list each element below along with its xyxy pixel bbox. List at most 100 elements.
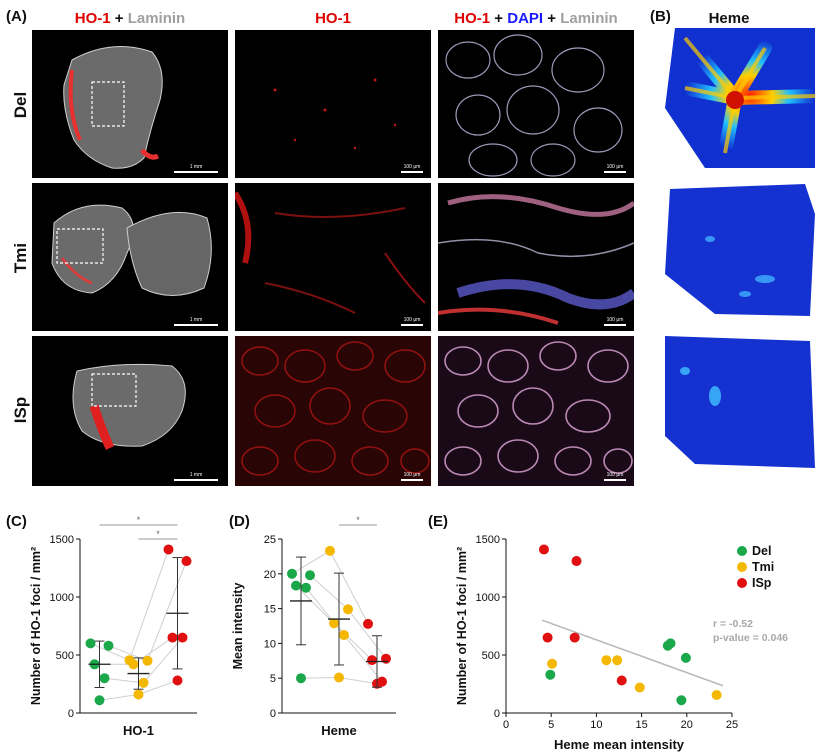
pair-line <box>147 560 187 661</box>
data-point-tmi <box>547 658 558 669</box>
merge-signal-tmi <box>438 194 634 325</box>
y-tick-label: 1000 <box>476 592 500 604</box>
scale-bar-label: 100 μm <box>606 472 624 478</box>
data-point-del <box>85 638 96 649</box>
micrograph-isp-merge: 100 μm <box>438 336 634 486</box>
data-point-tmi <box>329 618 339 629</box>
merge-signal-isp <box>444 341 633 476</box>
data-point-isp <box>616 675 627 686</box>
scale-bar: 100 μm <box>401 164 423 173</box>
ho1-signal-isp <box>241 341 430 476</box>
pair-line <box>295 585 335 624</box>
pair-line <box>90 642 130 661</box>
scale-bar: 100 μm <box>604 472 626 481</box>
heme-map-isp <box>665 336 815 468</box>
data-point-tmi <box>343 604 353 615</box>
micrograph-del-overview: 1 mm <box>32 30 228 178</box>
data-point-del <box>680 652 691 663</box>
header-segment: DAPI <box>507 10 544 27</box>
data-point-isp <box>367 655 377 666</box>
data-point-del <box>301 582 311 593</box>
y-tick-label: 1000 <box>50 592 74 604</box>
chart-c-ho1-foci: 0 500 1000 1500 * * HO-1 Number of HO-1 foci / … <box>29 515 197 738</box>
y-tick-label: 15 <box>264 604 276 616</box>
scale-bar-label: 100 μm <box>403 317 421 323</box>
column-header-ho1-laminin: HO-1 + Laminin <box>32 10 228 27</box>
header-segment: Laminin <box>127 10 186 27</box>
data-point-del <box>291 580 301 591</box>
legend-marker-del <box>737 546 747 556</box>
data-point-isp <box>167 632 178 643</box>
ho1-signal-del <box>273 78 397 150</box>
column-header-heme: Heme <box>708 10 750 27</box>
data-point-tmi <box>339 630 349 641</box>
data-point-tmi <box>325 545 335 556</box>
data-point-isp <box>542 632 553 643</box>
chart-d-heme-intensity: 0 5 10 15 20 25 * Heme Mean intensity <box>231 515 396 738</box>
panel-label-d: (D) <box>229 513 250 530</box>
scale-bar-label: 100 μm <box>606 317 624 323</box>
legend-label-tmi: Tmi <box>752 560 774 574</box>
data-point-tmi <box>128 659 139 670</box>
data-point-isp <box>571 556 582 567</box>
micrograph-tmi-ho1: 100 μm <box>235 183 431 331</box>
data-point-isp <box>177 632 188 643</box>
row-label-tmi: Tmi <box>11 242 30 274</box>
heme-heatmap-isp <box>665 336 815 468</box>
heme-map-tmi <box>665 184 815 316</box>
micrograph-isp-overview: 1 mm <box>32 336 228 486</box>
x-axis-label: Heme <box>321 723 356 738</box>
merge-signal-del <box>445 34 623 177</box>
x-axis-label: Heme mean intensity <box>554 737 685 752</box>
scale-bar-label: 1 mm <box>189 164 203 170</box>
data-point-del <box>296 673 306 684</box>
scale-bar-label: 1 mm <box>189 472 203 478</box>
y-tick-label: 10 <box>264 638 276 650</box>
data-point-del <box>103 640 114 651</box>
regression-line <box>541 619 724 687</box>
header-segment: + <box>543 10 561 27</box>
scale-bar: 1 mm <box>174 472 218 481</box>
ho1-signal-tmi <box>235 191 426 314</box>
micrograph-tmi-overview: 1 mm <box>32 183 228 331</box>
scale-bar-label: 100 μm <box>403 164 421 170</box>
data-point-tmi <box>601 655 612 666</box>
pair-line <box>104 677 144 684</box>
heme-map-del <box>665 28 815 168</box>
pair-line <box>329 550 369 625</box>
column-header-ho1-dapi-laminin: HO-1 + DAPI + Laminin <box>438 10 634 27</box>
y-tick-label: 1500 <box>476 534 500 546</box>
y-tick-label: 0 <box>68 708 74 720</box>
data-point-tmi <box>612 655 623 666</box>
pair-line <box>333 622 373 661</box>
x-axis-label: HO-1 <box>123 723 154 738</box>
x-tick-label: 15 <box>635 719 647 731</box>
data-point-isp <box>181 556 192 567</box>
legend-marker-tmi <box>737 562 747 572</box>
data-point-isp <box>538 544 549 555</box>
pair-line <box>309 574 349 610</box>
micrograph-tmi-merge: 100 μm <box>438 183 634 331</box>
data-point-del <box>665 638 676 649</box>
heme-heatmap-del <box>665 28 815 168</box>
stats-annotation: p-value = 0.046 <box>713 632 788 644</box>
data-point-del <box>94 695 105 706</box>
x-tick-label: 0 <box>503 719 509 731</box>
header-segment: HO-1 <box>315 10 351 27</box>
y-axis-label: Number of HO-1 foci / mm² <box>455 547 469 705</box>
panel-label-a: (A) <box>6 8 27 25</box>
data-point-tmi <box>138 677 149 688</box>
y-tick-label: 1500 <box>50 534 74 546</box>
micrograph-del-ho1: 100 μm <box>235 30 431 178</box>
data-point-del <box>305 570 315 581</box>
row-label-isp: ISp <box>11 396 30 424</box>
x-tick-label: 10 <box>590 719 602 731</box>
micrograph-del-merge: 100 μm <box>438 30 634 178</box>
panel-label-c: (C) <box>6 513 27 530</box>
tissue-section-del <box>63 46 163 169</box>
scale-bar: 1 mm <box>174 164 218 173</box>
legend-label-isp: ISp <box>752 576 772 590</box>
significance-label: * <box>156 529 160 539</box>
pair-line <box>143 637 183 684</box>
legend-marker-isp <box>737 578 747 588</box>
